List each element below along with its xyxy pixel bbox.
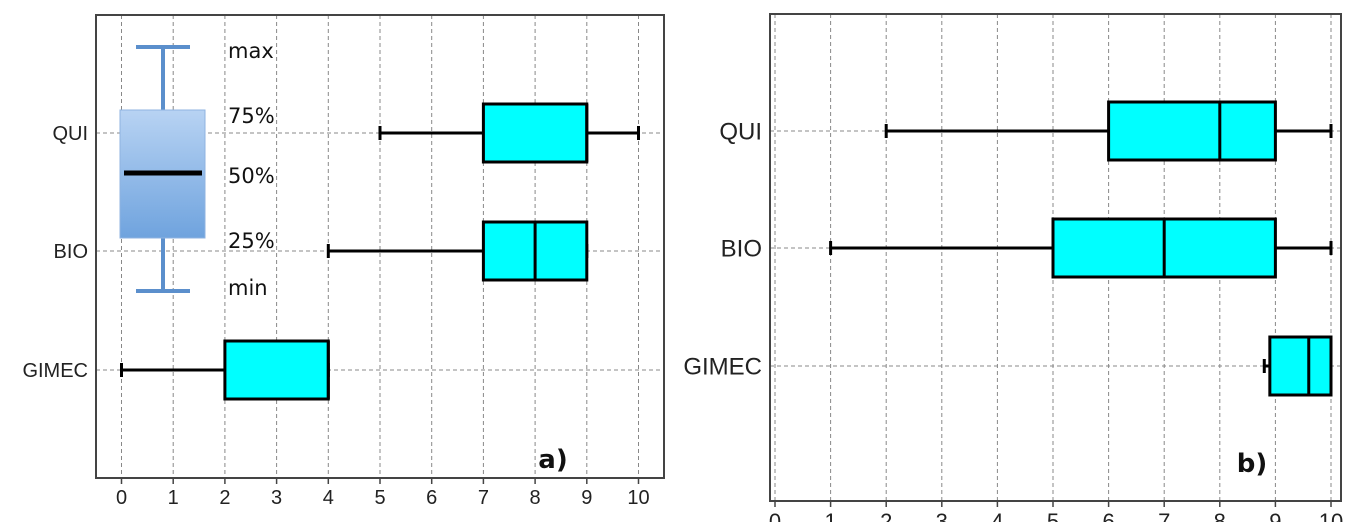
x-tick-label: 4 — [991, 509, 1003, 522]
legend-label-2: 75% — [228, 104, 275, 128]
x-tick-label: 8 — [1214, 509, 1226, 522]
x-tick-label: 10 — [1319, 509, 1343, 522]
x-tick-label: 5 — [1047, 509, 1059, 522]
x-tick-label: 5 — [374, 487, 385, 509]
y-tick-label: BIO — [54, 241, 88, 263]
box-qui — [378, 102, 640, 164]
y-tick-label: QUI — [719, 118, 762, 145]
x-tick-label: 7 — [1158, 509, 1170, 522]
x-tick-label: 2 — [880, 509, 892, 522]
legend-label-4: 25% — [228, 229, 275, 253]
panel-label: b) — [1237, 449, 1268, 479]
panel-label: a) — [538, 445, 567, 475]
x-tick-label: 9 — [581, 487, 592, 509]
iqr-box — [1107, 100, 1277, 162]
y-tick-label: QUI — [52, 123, 88, 145]
x-tick-label: 0 — [769, 509, 781, 522]
x-tick-label: 10 — [627, 487, 649, 509]
iqr-box — [481, 102, 589, 164]
plot-frame — [769, 13, 1342, 502]
x-tick-label: 6 — [1102, 509, 1114, 522]
x-tick-label: 2 — [219, 487, 230, 509]
iqr-box — [1268, 335, 1333, 397]
x-tick-label: 7 — [478, 487, 489, 509]
x-tick-label: 4 — [323, 487, 334, 509]
boxplot-legend: max 75% 50% 25% min — [119, 39, 275, 300]
panel-b: QUI BIO GIMEC 0 1 2 3 4 5 6 7 8 9 10 b) — [683, 13, 1343, 522]
iqr-box — [223, 339, 330, 401]
x-tick-label: 8 — [530, 487, 541, 509]
legend-label-1: max — [228, 39, 274, 63]
y-tick-label: GIMEC — [683, 353, 762, 380]
box-gimec — [120, 339, 330, 401]
x-tick-label: 1 — [168, 487, 179, 509]
legend-label-3: 50% — [228, 164, 275, 188]
box-qui — [884, 100, 1333, 162]
legend-label-5: min — [228, 276, 268, 300]
x-tick-label: 0 — [116, 487, 127, 509]
y-tick-label: BIO — [721, 235, 762, 262]
box-bio — [326, 220, 589, 282]
y-tick-label: GIMEC — [22, 360, 88, 382]
box-gimec — [1262, 335, 1333, 397]
x-tick-label: 3 — [936, 509, 948, 522]
box-bio — [829, 217, 1333, 279]
x-tick-label: 1 — [824, 509, 836, 522]
panel-a: max 75% 50% 25% min QUI BIO GIMEC 0 1 2 3 4 5 6 7 8 9 10 a) — [22, 14, 665, 509]
x-tick-label: 9 — [1269, 509, 1281, 522]
x-tick-label: 3 — [271, 487, 282, 509]
x-tick-label: 6 — [426, 487, 437, 509]
